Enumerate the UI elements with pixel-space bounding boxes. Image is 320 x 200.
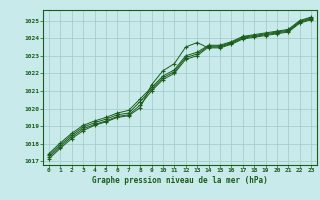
X-axis label: Graphe pression niveau de la mer (hPa): Graphe pression niveau de la mer (hPa) bbox=[92, 176, 268, 185]
